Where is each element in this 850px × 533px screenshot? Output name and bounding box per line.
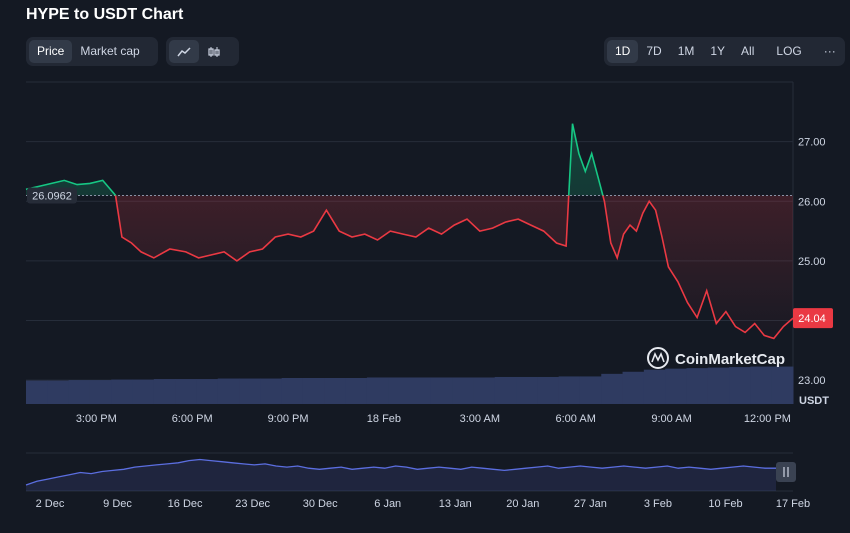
range-1d-button[interactable]: 1D [607, 40, 639, 63]
current-price-label: 24.04 [798, 313, 826, 325]
volume-bar [622, 371, 645, 404]
volume-bar [729, 367, 751, 404]
volume-bar [196, 379, 219, 404]
current-price-badge: 24.04 [793, 308, 833, 329]
navigator-tick-label: 30 Dec [303, 498, 338, 510]
coinmarketcap-icon [647, 347, 669, 369]
volume-bar [537, 376, 560, 404]
volume-bar [430, 377, 453, 404]
volume-bar [771, 366, 794, 404]
x-tick-label: 3:00 AM [460, 413, 500, 425]
market-cap-tab[interactable]: Market cap [80, 44, 140, 58]
x-tick-label: 18 Feb [367, 413, 401, 425]
volume-bar [452, 377, 474, 404]
volume-bar [409, 377, 432, 404]
x-tick-label: 6:00 AM [556, 413, 596, 425]
volume-bar [601, 373, 624, 404]
x-axis: 3:00 PM 6:00 PM 9:00 PM 18 Feb 3:00 AM 6:00 A… [76, 413, 791, 425]
navigator-tick-label: 13 Jan [439, 498, 472, 510]
volume-bar [388, 377, 410, 404]
x-tick-label: 6:00 PM [172, 413, 213, 425]
volume-bar [707, 367, 730, 404]
range-selector: 1D 7D 1M 1Y All LOG ··· [604, 37, 845, 66]
coinmarketcap-watermark: CoinMarketCap [675, 351, 785, 368]
volume-bar [324, 378, 347, 404]
volume-bar [239, 378, 261, 404]
volume-bar [516, 376, 538, 404]
x-tick-label: 9:00 AM [651, 413, 691, 425]
log-scale-button[interactable]: LOG [776, 44, 802, 58]
navigator-x-axis: 2 Dec 9 Dec 16 Dec 23 Dec 30 Dec 6 Jan 13 Jan 2… [36, 498, 811, 510]
more-options-button[interactable]: ··· [823, 44, 836, 58]
range-1y-button[interactable]: 1Y [710, 44, 726, 58]
volume-bar [132, 379, 155, 404]
reference-price-label: 26.0962 [32, 191, 72, 203]
navigator-handle[interactable] [776, 462, 796, 482]
price-area-above [26, 123, 603, 196]
volume-bar [494, 376, 517, 404]
navigator-line [25, 458, 776, 486]
navigator-tick-label: 9 Dec [103, 498, 132, 510]
navigator[interactable]: 2 Dec 9 Dec 16 Dec 23 Dec 30 Dec 6 Jan 13 Jan 2… [25, 452, 811, 510]
x-tick-label: 12:00 PM [744, 413, 791, 425]
volume-bar [175, 379, 197, 404]
navigator-tick-label: 2 Dec [36, 498, 65, 510]
price-tab[interactable]: Price [29, 40, 73, 63]
volume-bar [558, 376, 581, 404]
volume-bar [217, 378, 240, 404]
volume-bar [345, 378, 368, 404]
y-tick-label: 27.00 [798, 137, 826, 149]
volume-bar [153, 379, 176, 404]
metric-toggle: Price Market cap [26, 37, 158, 66]
volume-bar [302, 378, 325, 404]
coinmarketcap-logo: CoinMarketCap [647, 347, 785, 369]
price-area-below [26, 195, 793, 339]
volume-bar [89, 380, 112, 404]
navigator-tick-label: 23 Dec [235, 498, 270, 510]
volume-bar [111, 379, 134, 404]
reference-price-badge: 26.0962 [27, 187, 77, 204]
navigator-tick-label: 27 Jan [574, 498, 607, 510]
chart-type-toggle [166, 37, 239, 66]
volume-bar [68, 380, 91, 404]
y-tick-label: 26.00 [798, 196, 826, 208]
volume-bar [643, 369, 666, 404]
volume-bar [686, 368, 709, 404]
candlestick-icon[interactable] [199, 40, 229, 63]
volume-bar [281, 378, 304, 404]
range-all-button[interactable]: All [741, 44, 755, 58]
volume-bar [366, 377, 389, 404]
y-tick-label: 25.00 [798, 256, 826, 268]
volume-bar [750, 366, 773, 404]
coinmarketcap-icon-mark [651, 352, 665, 363]
volume-bar [665, 368, 687, 404]
navigator-tick-label: 3 Feb [644, 498, 672, 510]
volume-bar [47, 380, 70, 404]
y-tick-label: 23.00 [798, 375, 826, 387]
volume-bar [26, 380, 48, 404]
navigator-tick-label: 10 Feb [708, 498, 742, 510]
price-line-down [114, 195, 794, 340]
range-1m-button[interactable]: 1M [677, 44, 695, 58]
volume-bars [26, 366, 794, 404]
navigator-tick-label: 6 Jan [374, 498, 401, 510]
line-chart-icon[interactable] [169, 40, 199, 63]
x-tick-label: 3:00 PM [76, 413, 117, 425]
navigator-area [26, 459, 776, 491]
volume-bar [473, 377, 496, 404]
y-axis-unit-label: USDT [799, 395, 829, 407]
range-7d-button[interactable]: 7D [646, 44, 662, 58]
navigator-tick-label: 17 Feb [776, 498, 810, 510]
x-tick-label: 9:00 PM [268, 413, 309, 425]
volume-bar [260, 378, 283, 404]
page-title: HYPE to USDT Chart [26, 6, 184, 23]
navigator-tick-label: 20 Jan [506, 498, 539, 510]
volume-bar [579, 376, 602, 404]
navigator-tick-label: 16 Dec [168, 498, 203, 510]
